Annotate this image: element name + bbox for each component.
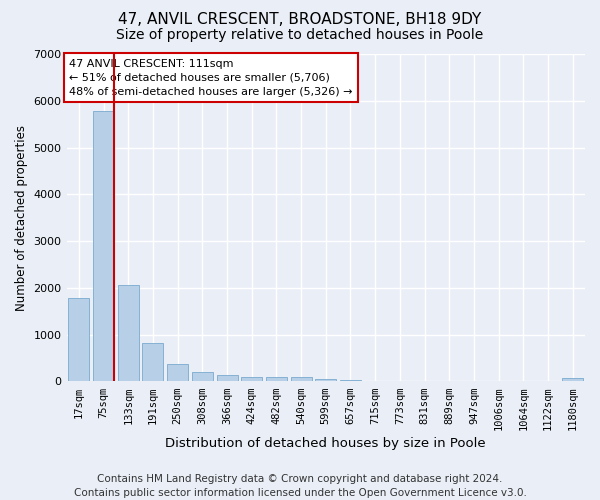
Bar	[93, 111, 114, 382]
Bar	[315, 379, 336, 382]
Bar	[365, 380, 386, 382]
Bar	[68, 298, 89, 382]
Bar	[241, 376, 262, 382]
X-axis label: Distribution of detached houses by size in Poole: Distribution of detached houses by size …	[166, 437, 486, 450]
Bar	[266, 377, 287, 382]
Bar	[562, 378, 583, 382]
Bar	[167, 364, 188, 382]
Bar	[340, 380, 361, 382]
Text: 47 ANVIL CRESCENT: 111sqm
← 51% of detached houses are smaller (5,706)
48% of se: 47 ANVIL CRESCENT: 111sqm ← 51% of detac…	[69, 59, 353, 97]
Text: Size of property relative to detached houses in Poole: Size of property relative to detached ho…	[116, 28, 484, 42]
Text: 47, ANVIL CRESCENT, BROADSTONE, BH18 9DY: 47, ANVIL CRESCENT, BROADSTONE, BH18 9DY	[118, 12, 482, 28]
Bar	[290, 377, 311, 382]
Text: Contains HM Land Registry data © Crown copyright and database right 2024.
Contai: Contains HM Land Registry data © Crown c…	[74, 474, 526, 498]
Y-axis label: Number of detached properties: Number of detached properties	[15, 124, 28, 310]
Bar	[118, 285, 139, 382]
Bar	[192, 372, 213, 382]
Bar	[217, 376, 238, 382]
Bar	[142, 343, 163, 382]
